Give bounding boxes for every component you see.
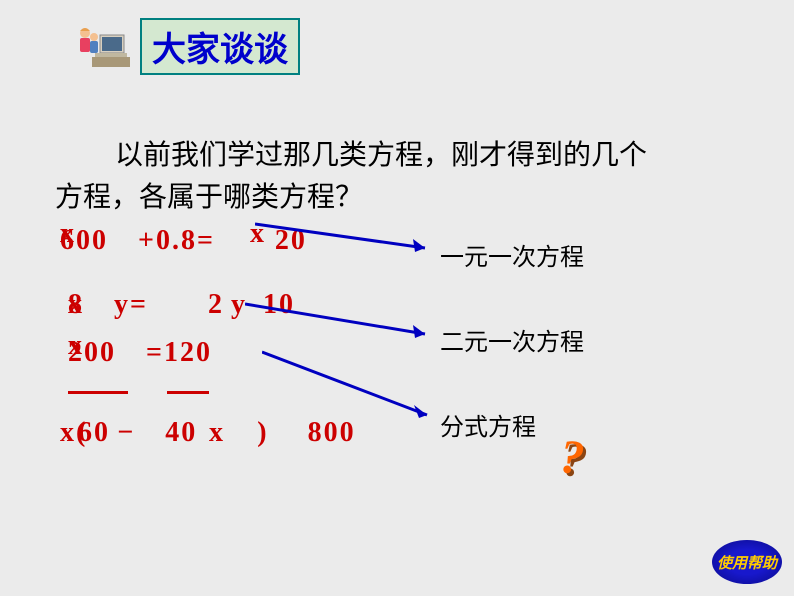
question-line1: 以前我们学过那几类方程，刚才得到的几个 — [115, 135, 735, 177]
label-linear-two: 二元一次方程 — [440, 322, 584, 357]
arrow-2 — [245, 302, 445, 342]
arrow-3 — [262, 350, 447, 425]
help-button[interactable]: 使用帮助 — [712, 540, 782, 584]
label-fraction: 分式方程 — [440, 407, 536, 442]
label-linear-one: 一元一次方程 — [440, 237, 584, 272]
title-text: 大家谈谈 — [152, 32, 288, 69]
equation-3: 200 =120 x — [68, 330, 212, 370]
header: 大家谈谈 — [70, 18, 300, 75]
question-text: 以前我们学过那几类方程，刚才得到的几个 方程，各属于哪类方程？ — [55, 135, 735, 219]
help-label: 使用帮助 — [717, 552, 777, 573]
question-mark-icon: ? — [558, 429, 587, 486]
title-box: 大家谈谈 — [140, 18, 300, 75]
question-line2: 方程，各属于哪类方程？ — [55, 177, 735, 219]
people-computer-icon — [70, 23, 130, 71]
fraction-lines — [68, 370, 209, 402]
arrow-1 — [255, 222, 445, 262]
